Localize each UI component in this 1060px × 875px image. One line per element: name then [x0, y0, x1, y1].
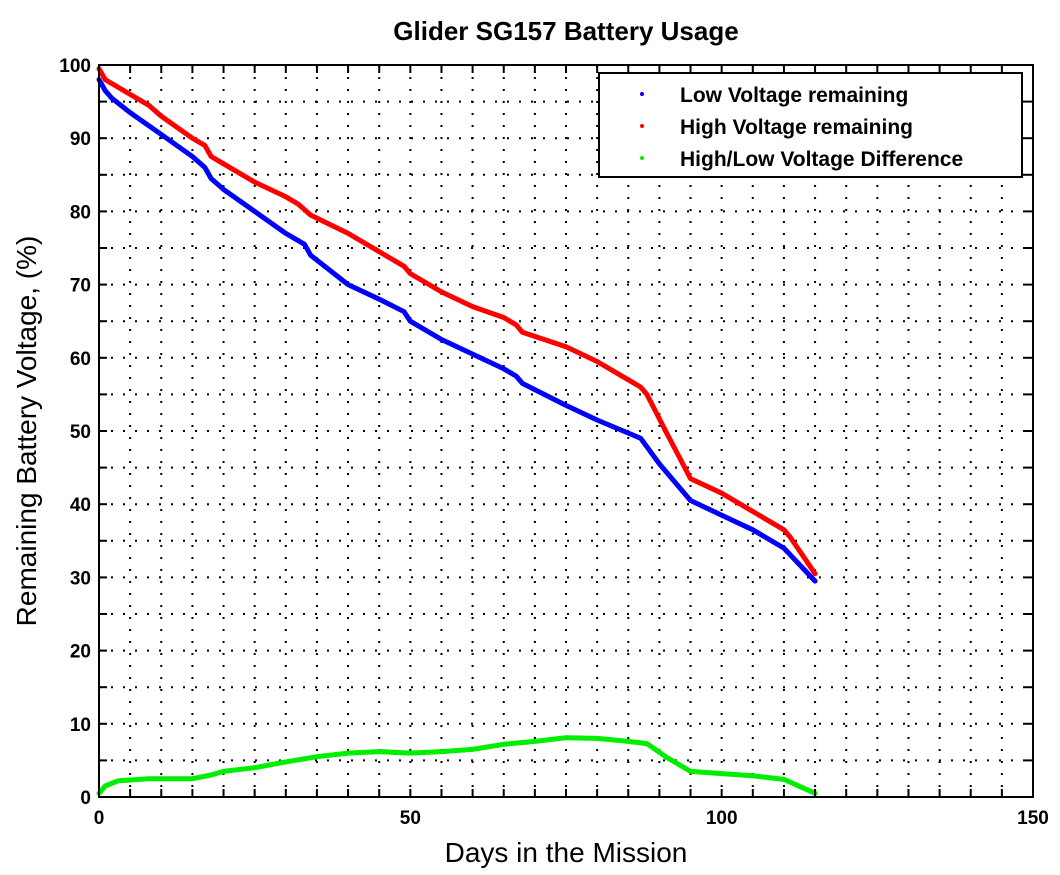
y-tick-label: 0 — [80, 788, 91, 809]
legend-marker — [640, 156, 644, 160]
y-tick-label: 40 — [70, 495, 91, 516]
x-axis-label: Days in the Mission — [445, 837, 688, 868]
series-line-0 — [96, 77, 818, 584]
series-line-1 — [96, 66, 818, 577]
legend: Low Voltage remaining High Voltage remain… — [598, 72, 1023, 178]
legend-marker — [640, 124, 644, 128]
y-tick-label: 90 — [70, 129, 91, 150]
legend-label: Low Voltage remaining — [680, 84, 908, 107]
y-tick-label: 70 — [70, 276, 91, 297]
legend-label: High/Low Voltage Difference — [680, 148, 963, 171]
y-tick-label: 80 — [70, 202, 91, 223]
y-tick-label: 60 — [70, 349, 91, 370]
chart-title: Glider SG157 Battery Usage — [393, 16, 738, 46]
legend-box — [598, 72, 1023, 178]
series-line-2 — [96, 735, 818, 796]
series-lines — [96, 66, 818, 796]
y-tick-label: 50 — [70, 422, 91, 443]
x-tick-label: 50 — [400, 808, 421, 829]
x-tick-label: 100 — [706, 808, 738, 829]
x-tick-label: 150 — [1017, 808, 1049, 829]
ticks: 0 50 100 150 0 10 20 30 40 50 60 70 80 90 100 — [59, 56, 1049, 829]
x-tick-label: 0 — [94, 808, 105, 829]
y-axis-label: Remaining Battery Voltage, (%) — [11, 236, 42, 627]
y-tick-label: 30 — [70, 568, 91, 589]
legend-marker — [640, 92, 644, 96]
y-tick-label: 20 — [70, 642, 91, 663]
legend-label: High Voltage remaining — [680, 116, 913, 139]
y-tick-label: 10 — [70, 715, 91, 736]
y-tick-label: 100 — [59, 56, 91, 77]
